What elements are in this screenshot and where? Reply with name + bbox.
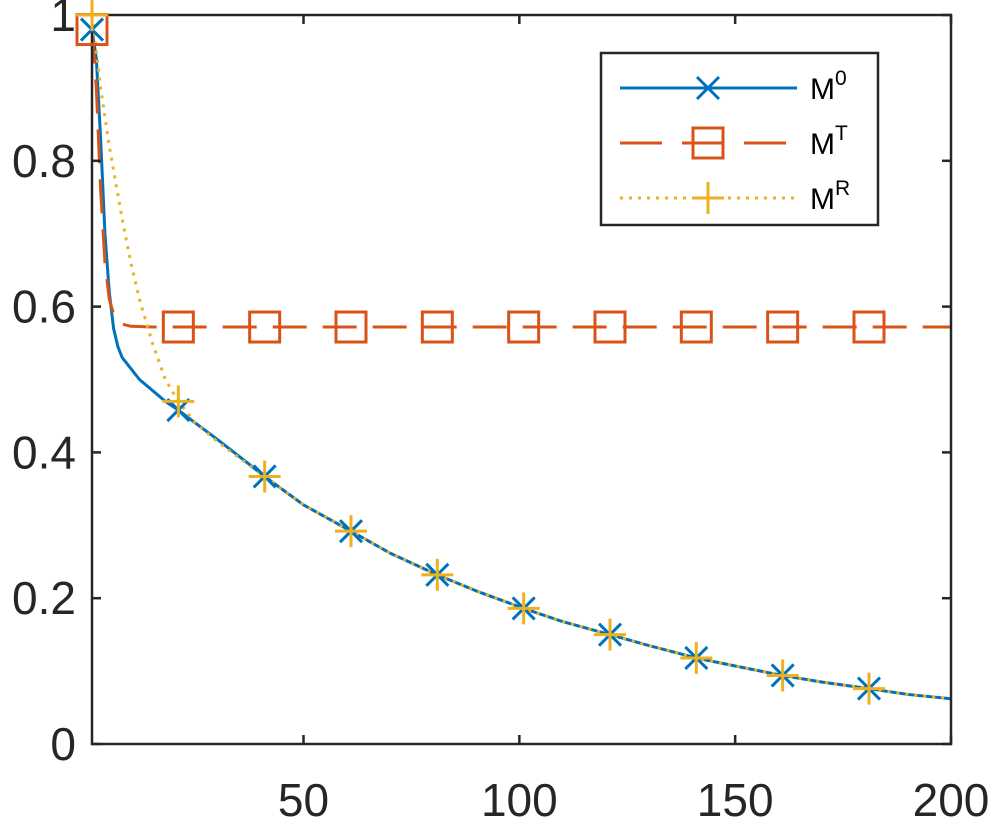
marker-MT-5-box — [507, 310, 541, 344]
legend-marker-MT — [691, 126, 725, 160]
y-tick-label-1: 1 — [50, 0, 76, 41]
marker-MT-4-box — [420, 310, 454, 344]
y-tick-label-0.2: 0.2 — [12, 572, 76, 624]
marker-MT-7-box — [679, 310, 713, 344]
marker-MR-4 — [421, 558, 454, 591]
marker-MT-3 — [334, 310, 368, 344]
marker-MT-9-box — [852, 310, 886, 344]
legend-marker-M0 — [695, 75, 721, 101]
x-tick-label-100: 100 — [481, 774, 558, 819]
legend-marker-M0-stroke-b — [695, 75, 721, 101]
legend-label-base: M — [810, 183, 835, 216]
x-tick-label-150: 150 — [697, 774, 774, 819]
x-tick-label-200: 200 — [913, 774, 990, 819]
marker-MT-3-box — [334, 310, 368, 344]
marker-MT-8-box — [766, 310, 800, 344]
y-tick-label-0: 0 — [50, 718, 76, 770]
legend-box — [599, 51, 880, 227]
marker-MT-2-box — [248, 310, 282, 344]
marker-MT-1 — [161, 310, 195, 344]
marker-MT-9 — [852, 310, 886, 344]
marker-MT-6-box — [593, 310, 627, 344]
marker-MR-3 — [334, 515, 367, 548]
marker-MR-5 — [507, 592, 540, 625]
legend-marker-MR — [692, 182, 724, 214]
legend-label-sup: 0 — [835, 67, 847, 90]
marker-MT-2 — [248, 310, 282, 344]
marker-MT-5 — [507, 310, 541, 344]
marker-MR-2 — [248, 460, 281, 493]
axes-box — [90, 13, 953, 746]
legend-label-sup: T — [835, 122, 848, 145]
legend-label-base: M — [810, 73, 835, 106]
markers-layer — [75, 0, 886, 705]
marker-MR-0 — [76, 0, 108, 31]
legend-label-sup: R — [835, 177, 850, 200]
marker-MR-1 — [162, 385, 195, 418]
marker-MR-9 — [852, 672, 885, 705]
marker-MT-1-box — [161, 310, 195, 344]
y-tick-label-0.6: 0.6 — [12, 281, 76, 333]
y-tick-label-0.4: 0.4 — [12, 426, 76, 478]
legend-marker-MT-box — [691, 126, 725, 160]
marker-MT-8 — [766, 310, 800, 344]
y-tick-label-0.8: 0.8 — [12, 135, 76, 187]
legend-label-M0: M0 — [810, 67, 847, 106]
marker-MT-6 — [593, 310, 627, 344]
x-tick-label-50: 50 — [278, 774, 329, 819]
marker-MT-7 — [679, 310, 713, 344]
legend-label-MR: MR — [810, 177, 850, 216]
legend-label-MT: MT — [810, 122, 848, 161]
legend-label-base: M — [810, 128, 835, 161]
marker-MR-8 — [766, 659, 799, 692]
marker-MR-7 — [680, 641, 713, 674]
marker-MT-4 — [420, 310, 454, 344]
marker-MR-6 — [593, 618, 626, 651]
axes-layer: 50 100 150 200 0 0.2 0.4 0.6 0.8 1 — [12, 0, 989, 819]
